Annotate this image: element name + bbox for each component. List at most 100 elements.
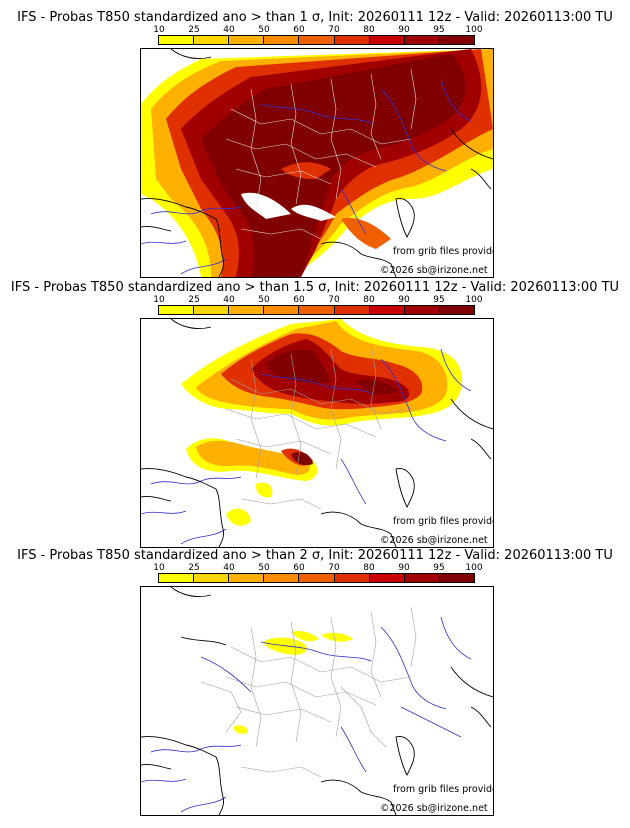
credit-copyright: ©2026 sb@irizone.net [380,265,488,276]
coastline-line [141,496,172,502]
admin-borders-line [290,621,302,743]
legend-swatch [264,36,300,44]
probability-area [226,508,251,526]
legend-swatch [369,574,405,582]
rivers-line [440,78,472,122]
legend-label: 70 [328,295,340,305]
probability-area [356,379,399,395]
admin-borders-line [230,108,412,145]
coastline-line [470,168,492,190]
rivers [141,78,472,275]
admin-borders-line [235,706,332,723]
rivers [141,348,472,545]
admin-borders-line [225,676,377,706]
probability-area [266,349,331,384]
legend-labels: 10 25 40 50 60 70 80 90 95 100 [153,295,482,305]
legend-label: 25 [188,295,200,305]
legend-swatch [334,574,370,582]
coastline-line [141,764,172,770]
legend-swatch [264,574,300,582]
legend-label: 90 [398,295,410,305]
rivers-line [380,626,447,710]
coastline [141,587,493,815]
admin-borders [200,606,417,778]
rivers-line [141,778,187,783]
admin-borders-line [410,606,417,668]
legend-swatch [404,574,440,582]
rivers-line [340,726,367,773]
coastline [141,49,493,277]
legend-swatch [439,306,474,314]
probability-area [263,637,307,655]
legend-label: 10 [153,25,165,35]
admin-borders-line [250,88,262,210]
legend-bar [158,305,475,315]
legend-swatch [159,574,195,582]
admin-borders-line [200,681,242,733]
admin-borders-line [290,353,302,475]
legend-label: 60 [293,295,305,305]
probability-area [196,440,311,475]
rivers-line [180,796,227,813]
legend-swatch [229,306,265,314]
legend-label: 40 [223,25,235,35]
admin-borders-line [250,358,262,480]
admin-borders-line [340,686,387,748]
legend-swatch [369,306,405,314]
admin-borders [225,343,412,510]
legend-swatch [334,306,370,314]
admin-borders-line [330,78,342,200]
credit-copyright: ©2026 sb@irizone.net [380,803,488,814]
legend-label: 50 [258,563,270,573]
rivers-line [260,373,372,394]
admin-borders-line [410,68,417,130]
coastline-line [141,198,224,277]
legend-label: 50 [258,25,270,35]
panel-2: IFS - Probas T850 standardized ano > tha… [0,270,630,548]
panel-1: IFS - Probas T850 standardized ano > tha… [0,0,630,278]
probability-area [233,725,248,734]
legend-bar [158,573,475,583]
coastline-line [450,398,493,430]
legend-label: 100 [465,25,483,35]
coastline-line [320,241,397,277]
panel-title: IFS - Probas T850 standardized ano > tha… [10,280,620,295]
admin-borders-line [290,83,302,205]
legend-swatch [439,36,474,44]
rivers-line [380,358,447,442]
admin-borders-line [370,343,382,430]
legend-bar [158,35,475,45]
color-legend: 10 25 40 50 60 70 80 90 95 100 [153,563,483,583]
legend-label: 90 [398,25,410,35]
panel-3: IFS - Probas T850 standardized ano > tha… [0,538,630,816]
rivers-line [340,458,367,505]
legend-swatch [404,36,440,44]
rivers-line [150,744,242,753]
rivers-line [400,706,462,738]
legend-label: 10 [153,563,165,573]
map-frame: from grib files provided by ECMWF ©2026 … [140,48,494,278]
legend-swatch [194,306,230,314]
coastline-line [170,319,212,330]
probability-fill [181,319,462,526]
admin-borders-line [240,228,322,240]
admin-borders-line [240,498,322,510]
legend-swatch [194,574,230,582]
rivers-line [260,641,372,662]
admin-borders-line [235,168,332,185]
admin-borders-line [250,626,262,748]
coastline-line [450,666,493,698]
legend-swatch [299,306,335,314]
coastline [141,319,493,547]
legend-label: 95 [433,295,445,305]
legend-label: 60 [293,563,305,573]
probability-fill [141,49,493,277]
legend-swatch [334,36,370,44]
legend-swatch [194,36,230,44]
coastline-line [141,736,224,815]
admin-borders-line [370,73,382,160]
color-legend: 10 25 40 50 60 70 80 90 95 100 [153,295,483,315]
credit-grib: from grib files provided by ECMWF [393,246,493,257]
probability-area [201,54,466,277]
probability-area [321,632,353,642]
